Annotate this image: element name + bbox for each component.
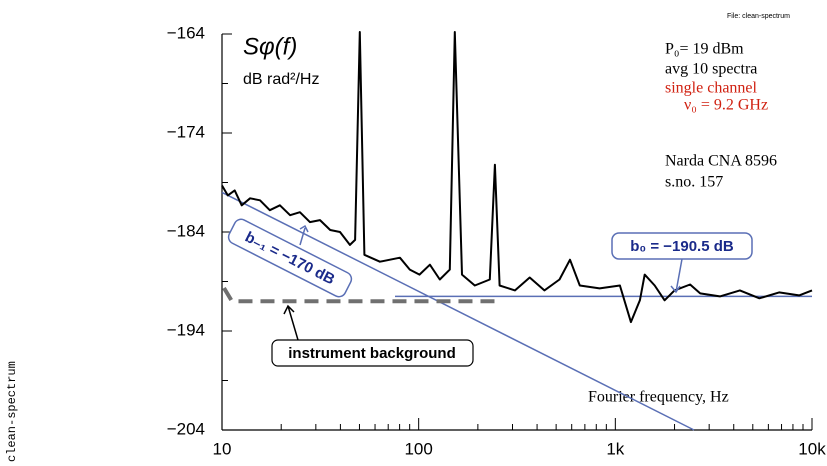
fit-label-box (227, 218, 353, 298)
note: s.no. 157 (665, 174, 723, 191)
background-label: instrument background (288, 345, 456, 362)
arrow (299, 224, 309, 246)
background-line (222, 286, 497, 304)
fit-line (221, 191, 695, 431)
arrow (283, 304, 299, 341)
file-note: File: clean-spectrum (727, 13, 790, 20)
y-tick-label: −184 (167, 221, 205, 240)
note: P₀= 19 dBm (665, 41, 744, 58)
background-label-box (271, 339, 474, 367)
spectrum-line (221, 31, 813, 324)
x-tick-label: 10k (798, 439, 826, 458)
x-axis-label: Fourier frequency, Hz (588, 389, 729, 406)
y-tick-label: −194 (167, 320, 205, 339)
note: single channel (665, 80, 758, 97)
note: avg 10 spectra (665, 61, 757, 78)
x-tick-label: 1k (606, 439, 624, 458)
fit-label: b₋₁ = −170 dB (242, 229, 337, 289)
side-label: clean-spectrum (5, 361, 19, 462)
fit-label-group: b₋₁ = −170 dB (227, 218, 353, 298)
chart-title: Sφ(f) (243, 33, 297, 60)
y-tick-label: −174 (167, 122, 205, 141)
y-tick-label: −164 (167, 23, 205, 42)
note: ν₀ = 9.2 GHz (684, 97, 768, 114)
note: Narda CNA 8596 (665, 153, 777, 170)
x-tick-label: 100 (404, 439, 432, 458)
arrow (670, 258, 683, 294)
y-tick-label: −204 (167, 419, 205, 438)
x-tick-label: 10 (213, 439, 232, 458)
fit-label: b₀ = −190.5 dB (630, 238, 734, 255)
y-axis-label: dB rad²/Hz (243, 71, 319, 88)
